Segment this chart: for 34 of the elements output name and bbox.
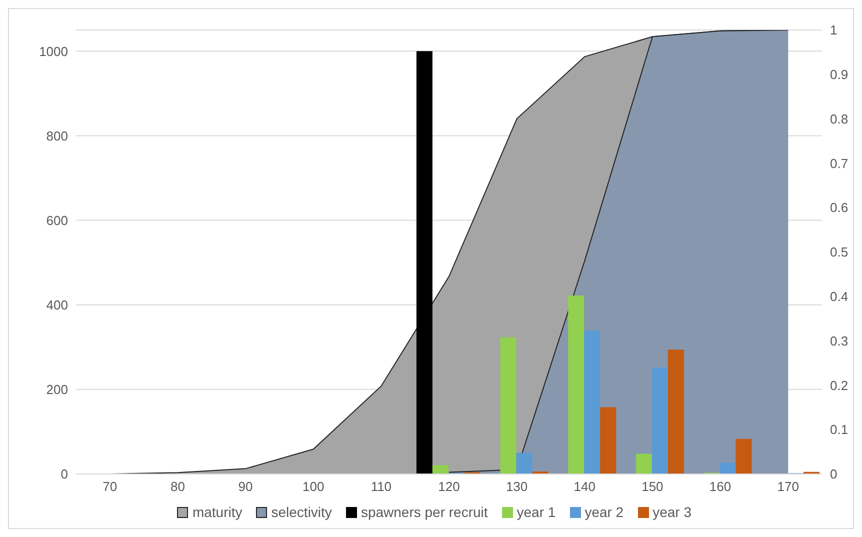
y2-tick-label: 0.5 [830, 244, 848, 260]
y2-tick-label: 0.7 [830, 156, 848, 171]
x-tick-label: 170 [777, 479, 799, 494]
legend-label: year 1 [516, 504, 556, 520]
x-tick-label: 100 [302, 479, 324, 494]
legend-label: year 3 [652, 504, 692, 520]
y2-tick-label: 0.9 [830, 67, 848, 82]
x-tick-label: 90 [238, 479, 253, 494]
x-tick-label: 130 [506, 479, 528, 494]
legend-label: year 2 [584, 504, 624, 520]
y-tick-label: 200 [46, 382, 68, 398]
legend-label: selectivity [271, 504, 332, 520]
x-tick-label: 120 [438, 479, 460, 494]
y-tick-label: 600 [46, 212, 68, 228]
x-tick-label: 110 [370, 479, 392, 494]
x-tick-label: 70 [102, 479, 118, 494]
y2-tick-label: 0.8 [830, 111, 848, 126]
y-tick-label: 0 [60, 466, 68, 482]
y-tick-label: 400 [46, 297, 68, 312]
y2-tick-label: 0.2 [830, 378, 848, 393]
x-tick-label: 80 [170, 479, 185, 494]
y2-tick-label: 0.6 [830, 200, 848, 216]
y2-tick-label: 0.3 [830, 333, 848, 348]
y2-tick-label: 0 [830, 466, 838, 482]
x-tick-label: 140 [574, 479, 596, 494]
legend-label: maturity [192, 504, 242, 520]
y-tick-label: 1000 [39, 44, 68, 59]
y2-tick-label: 0.1 [830, 422, 848, 438]
x-tick-label: 160 [709, 479, 732, 494]
y2-tick-label: 1 [830, 22, 838, 38]
legend-label: spawners per recruit [360, 504, 488, 520]
y-tick-label: 800 [46, 128, 68, 144]
x-tick-label: 150 [642, 479, 664, 494]
y2-tick-label: 0.4 [830, 289, 848, 304]
